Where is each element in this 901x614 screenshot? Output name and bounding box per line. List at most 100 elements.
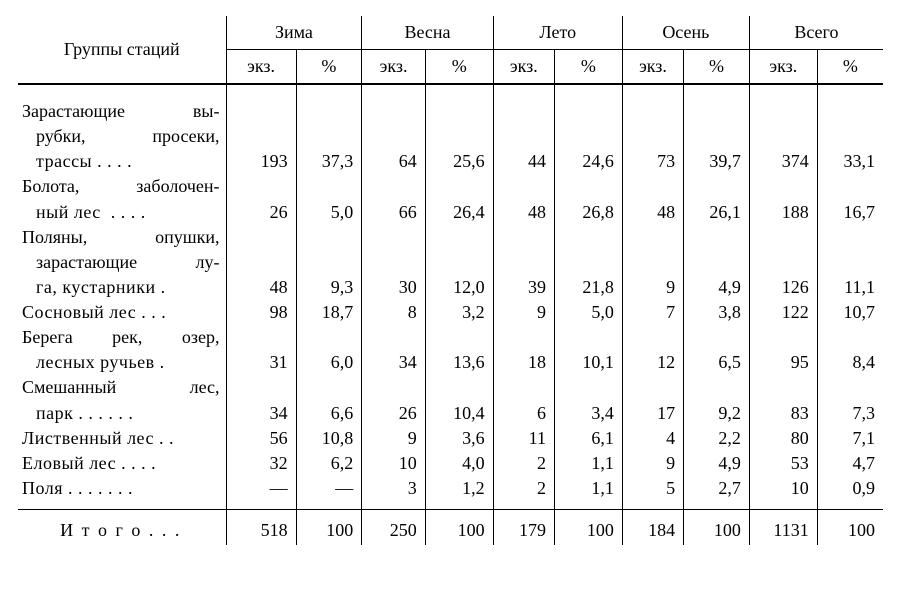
table-cell: 11	[493, 426, 554, 451]
table-row: трассы . . . .19337,36425,64424,67339,73…	[18, 149, 883, 174]
table-cell: 18	[493, 350, 554, 375]
table-cell	[296, 124, 362, 149]
table-cell: 250	[362, 509, 426, 545]
table-cell: 53	[749, 451, 817, 476]
table-cell	[749, 250, 817, 275]
table-cell: 10	[749, 476, 817, 510]
table-cell: 8,4	[817, 350, 883, 375]
rowhead-label: Группы стаций	[18, 16, 226, 84]
row-label: Еловый лес . . . .	[18, 451, 226, 476]
sub-pct: %	[296, 50, 362, 85]
table-cell	[425, 174, 493, 199]
table-cell	[622, 99, 683, 124]
table-cell	[554, 99, 622, 124]
table-cell	[493, 174, 554, 199]
table-cell: 2	[493, 476, 554, 510]
row-label: Поля . . . . . . .	[18, 476, 226, 510]
table-cell: —	[296, 476, 362, 510]
table-cell	[622, 375, 683, 400]
table-cell	[622, 174, 683, 199]
table-cell	[817, 174, 883, 199]
table-cell: 24,6	[554, 149, 622, 174]
table-cell: 5,0	[296, 200, 362, 225]
table-cell: 48	[493, 200, 554, 225]
table-cell	[749, 99, 817, 124]
sub-ekz: экз.	[362, 50, 426, 85]
col-season-0: Зима	[226, 16, 362, 50]
table-cell: 37,3	[296, 149, 362, 174]
sub-pct: %	[554, 50, 622, 85]
table-cell	[226, 174, 296, 199]
table-cell: 48	[226, 275, 296, 300]
table-cell: 5,0	[554, 300, 622, 325]
table-cell: 3,2	[425, 300, 493, 325]
table-cell: 4	[622, 426, 683, 451]
table-header: Группы стаций Зима Весна Лето Осень Всег…	[18, 16, 883, 84]
table-cell: 184	[622, 509, 683, 545]
table-cell: 5	[622, 476, 683, 510]
table-cell: 18,7	[296, 300, 362, 325]
table-cell: 2,7	[684, 476, 750, 510]
table-cell: 73	[622, 149, 683, 174]
table-cell: 1,1	[554, 476, 622, 510]
table-cell	[425, 225, 493, 250]
table-cell: 10	[362, 451, 426, 476]
sub-pct: %	[817, 50, 883, 85]
sub-ekz: экз.	[493, 50, 554, 85]
table-cell: 518	[226, 509, 296, 545]
table-cell	[554, 325, 622, 350]
table-cell	[226, 225, 296, 250]
table-cell: 34	[362, 350, 426, 375]
table-cell: 26,4	[425, 200, 493, 225]
row-label: лесных ручьев .	[18, 350, 226, 375]
table-row: Сосновый лес . . .9818,783,295,073,81221…	[18, 300, 883, 325]
table-cell: 4,9	[684, 451, 750, 476]
row-label: Лиственный лес . .	[18, 426, 226, 451]
table-cell: 100	[296, 509, 362, 545]
table-cell	[362, 325, 426, 350]
col-season-3: Осень	[622, 16, 749, 50]
table-cell: 6,0	[296, 350, 362, 375]
table-cell: 122	[749, 300, 817, 325]
table-cell: 3,8	[684, 300, 750, 325]
table-cell	[684, 250, 750, 275]
table-cell: 193	[226, 149, 296, 174]
table-cell: 10,1	[554, 350, 622, 375]
table-cell	[296, 99, 362, 124]
table-cell	[622, 124, 683, 149]
table-cell	[749, 225, 817, 250]
table-row: Болота, заболочен-	[18, 174, 883, 199]
table-cell	[817, 325, 883, 350]
table-cell	[749, 174, 817, 199]
sub-pct: %	[684, 50, 750, 85]
table-cell: 34	[226, 401, 296, 426]
table-cell: 9	[362, 426, 426, 451]
table-cell	[493, 225, 554, 250]
table-row: га, кустарники .489,33012,03921,894,9126…	[18, 275, 883, 300]
table-cell	[817, 375, 883, 400]
row-label: Поляны, опушки,	[18, 225, 226, 250]
table-cell	[554, 250, 622, 275]
table-cell: 56	[226, 426, 296, 451]
table-cell	[684, 375, 750, 400]
table-cell: 33,1	[817, 149, 883, 174]
table-cell	[296, 250, 362, 275]
table-cell	[362, 250, 426, 275]
table-cell: 188	[749, 200, 817, 225]
table-cell: 8	[362, 300, 426, 325]
table-cell	[296, 375, 362, 400]
table-cell	[684, 124, 750, 149]
table-cell	[226, 250, 296, 275]
table-cell: 26,8	[554, 200, 622, 225]
table-cell	[622, 225, 683, 250]
table-cell: 100	[554, 509, 622, 545]
table-cell	[362, 225, 426, 250]
table-cell	[684, 325, 750, 350]
table-cell	[362, 124, 426, 149]
table-cell: —	[226, 476, 296, 510]
table-cell: 6,2	[296, 451, 362, 476]
table-cell: 10,4	[425, 401, 493, 426]
table-cell: 25,6	[425, 149, 493, 174]
row-label: Берега рек, озер,	[18, 325, 226, 350]
table-cell: 4,0	[425, 451, 493, 476]
